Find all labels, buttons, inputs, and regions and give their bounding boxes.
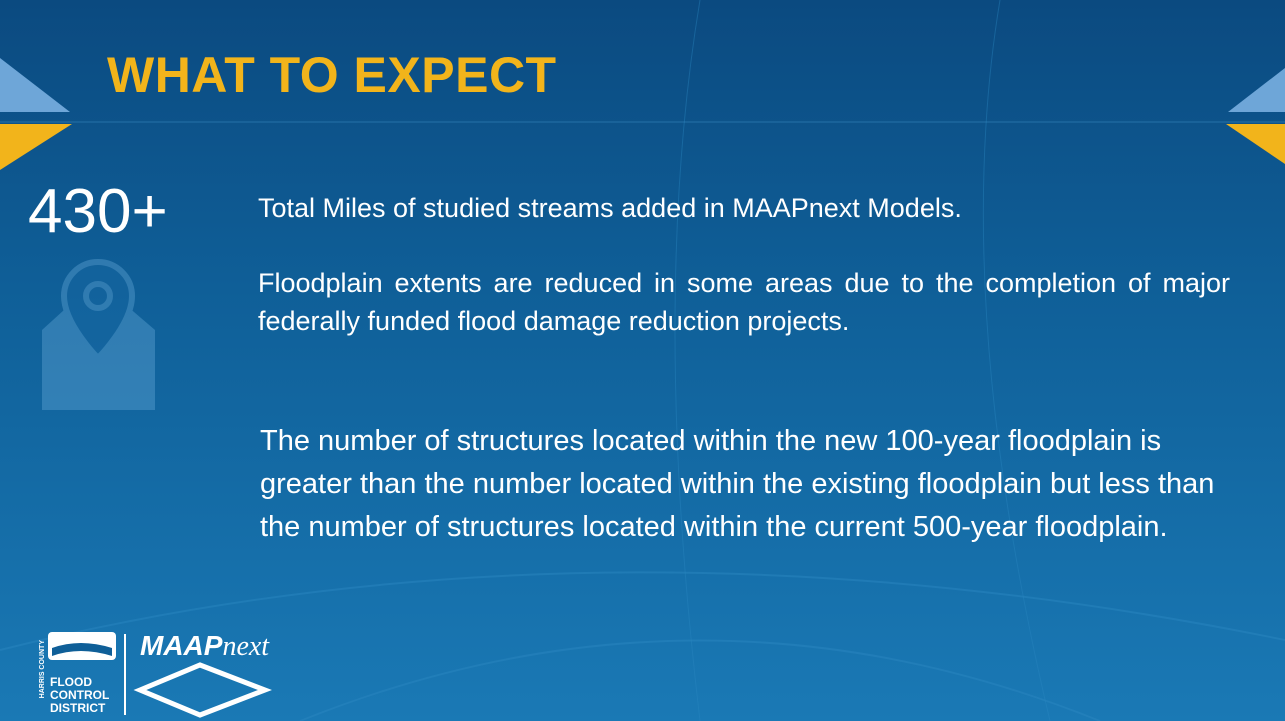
logo-text: FLOOD CONTROL DISTRICT [50, 676, 109, 715]
logo-text: DISTRICT [50, 701, 106, 715]
paragraph: Total Miles of studied streams added in … [258, 193, 962, 223]
logo-text: CONTROL [50, 688, 110, 702]
paragraph: The number of structures located within … [260, 425, 1215, 543]
maap-logo: MAAPnext [140, 630, 269, 663]
logo-text: HARRIS COUNTY [39, 640, 46, 699]
logo-text: FLOOD [50, 675, 92, 689]
stat-number: 430+ [28, 177, 168, 246]
paragraph: Floodplain extents are reduced in some a… [258, 268, 1230, 336]
logo-text: next [222, 631, 270, 662]
logo-text: MAAP [140, 630, 223, 661]
slide-title: WHAT TO EXPECT [107, 47, 557, 103]
